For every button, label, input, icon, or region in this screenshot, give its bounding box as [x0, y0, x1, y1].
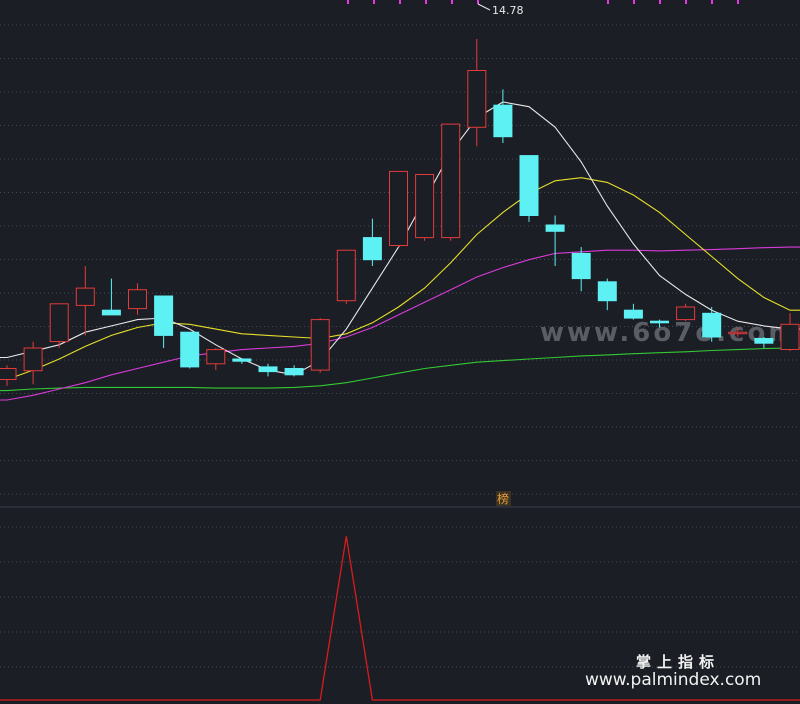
- candle-body-down: [754, 338, 774, 344]
- ma-green-line: [0, 347, 800, 392]
- candle: [623, 303, 643, 320]
- candle: [23, 341, 43, 385]
- candle-body-down: [493, 104, 513, 138]
- peak-annotation: 14.78: [477, 3, 524, 17]
- candle: [362, 218, 382, 266]
- candle: [728, 327, 748, 337]
- candle-body-down: [180, 331, 200, 368]
- candle: [571, 247, 591, 292]
- candle-body-up: [23, 347, 43, 372]
- candle-body-down: [258, 366, 278, 373]
- candle: [310, 318, 330, 373]
- candle-body-up: [441, 123, 461, 239]
- candle-body-down: [545, 224, 565, 232]
- candle: [389, 170, 408, 248]
- candle-body-down: [101, 309, 121, 316]
- candle: [75, 266, 95, 336]
- indicator-tag-label: 榜: [497, 491, 509, 506]
- candle: [101, 278, 121, 316]
- candle-body-up: [389, 170, 408, 246]
- candle: [180, 331, 200, 369]
- candlesticks: [0, 38, 800, 386]
- indicator-tag: 榜: [496, 491, 511, 506]
- candle-body-up: [206, 349, 226, 365]
- candle: [49, 303, 69, 348]
- candle-body-down: [284, 368, 304, 376]
- ma-magenta-line: [0, 246, 800, 401]
- candle-body-up: [0, 368, 17, 380]
- candle: [467, 38, 487, 147]
- candle-body-down: [519, 155, 539, 217]
- candle-body-up: [336, 249, 356, 302]
- candle: [232, 358, 252, 364]
- indicator-tag-box: [496, 491, 511, 506]
- ma-white-line: [0, 101, 800, 376]
- candle-body-down: [571, 252, 591, 280]
- candle-body-down: [362, 237, 382, 261]
- candle-body-down: [232, 358, 252, 362]
- top-time-markers: [347, 0, 739, 4]
- candle-body-down: [623, 309, 643, 319]
- candle-body-down: [154, 295, 174, 336]
- candle-body-down: [650, 320, 669, 324]
- candle: [415, 174, 435, 241]
- candle: [493, 89, 513, 143]
- candle: [597, 278, 617, 311]
- candle: [545, 215, 565, 266]
- peak-label: 14.78: [492, 4, 524, 17]
- candle: [519, 155, 539, 222]
- candle-body-up: [415, 174, 435, 239]
- candle: [702, 307, 722, 342]
- candle-body-up: [780, 323, 800, 350]
- candle: [336, 249, 356, 304]
- candle: [441, 123, 461, 241]
- candle-body-up: [75, 287, 95, 306]
- candle: [284, 365, 304, 377]
- candle: [676, 303, 696, 322]
- candle-body-up: [128, 289, 147, 310]
- candle: [754, 336, 774, 348]
- price-grid: [0, 24, 800, 495]
- candle-body-up: [676, 306, 696, 321]
- candle: [0, 365, 17, 386]
- moving-average-lines: [0, 101, 800, 401]
- candle: [128, 283, 147, 315]
- candle: [154, 295, 174, 348]
- peak-arrow: [477, 3, 491, 11]
- candle: [206, 348, 226, 371]
- footer-watermark-url: www.palmindex.com: [585, 670, 761, 690]
- footer-watermark-cn: 掌上指标: [636, 653, 720, 671]
- indicator-line: [0, 536, 800, 701]
- candle-body-down: [702, 312, 722, 338]
- candle-body-up: [467, 70, 487, 128]
- candle: [780, 313, 800, 352]
- ma-yellow-line: [0, 177, 800, 381]
- indicator-grid: [0, 526, 800, 668]
- candle-body-up: [310, 319, 330, 371]
- candle-body-up: [49, 303, 69, 343]
- candle-body-down: [597, 281, 617, 302]
- candle-body-up: [728, 331, 748, 335]
- candle: [258, 363, 278, 377]
- candle: [650, 319, 669, 328]
